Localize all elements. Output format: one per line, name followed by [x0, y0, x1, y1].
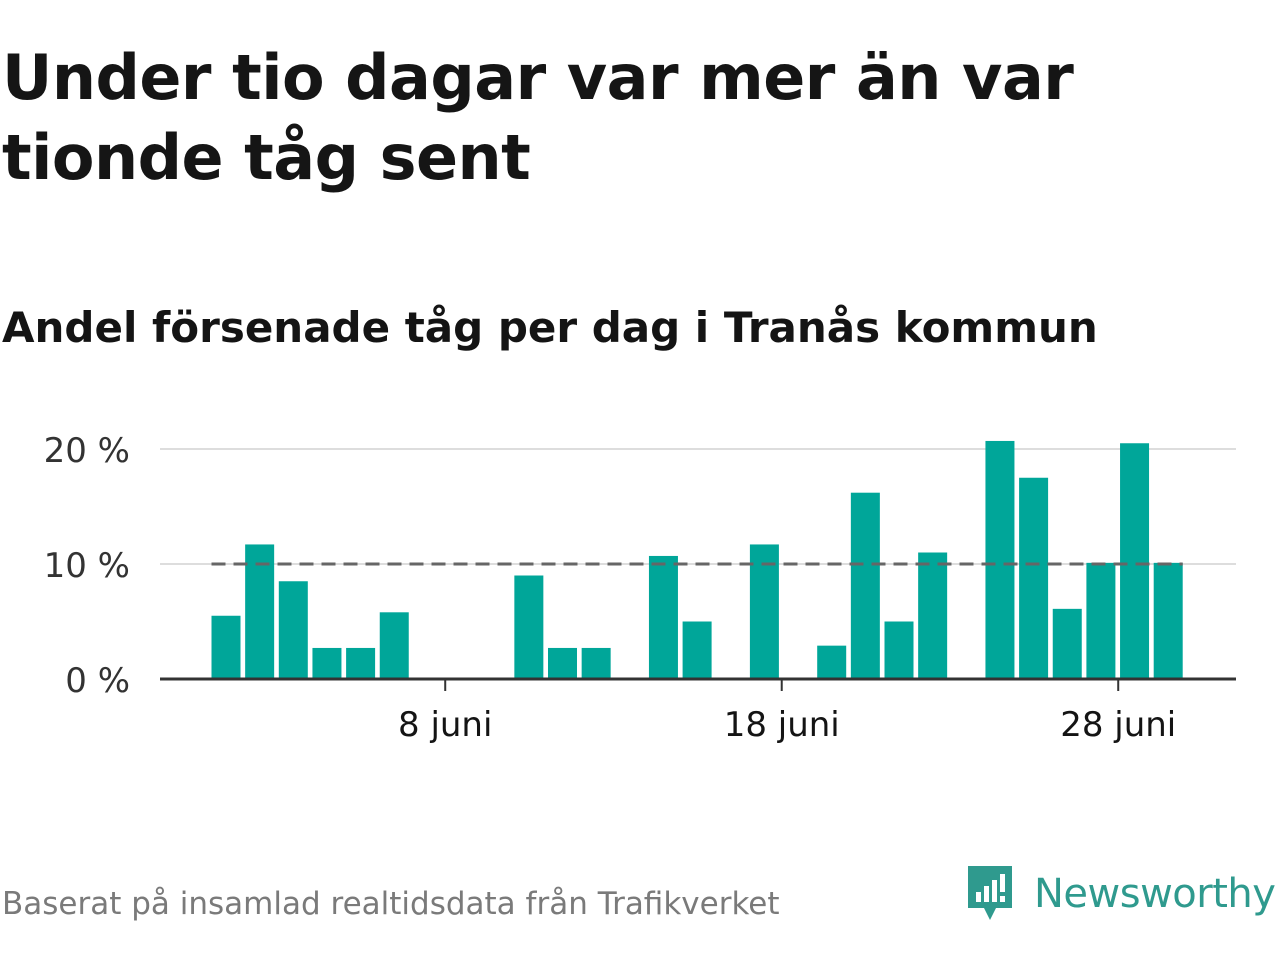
x-tick-label: 28 juni: [1060, 705, 1176, 745]
bar: [682, 621, 712, 679]
source-note: Baserat på insamlad realtidsdata från Tr…: [2, 886, 780, 922]
brand-name: Newsworthy: [1034, 871, 1276, 917]
y-tick-label: 0 %: [65, 661, 130, 701]
newsworthy-icon: [968, 866, 1012, 920]
bar: [749, 544, 779, 679]
bar: [850, 492, 880, 679]
bar: [1120, 443, 1150, 679]
bar: [918, 552, 948, 679]
bar: [514, 575, 544, 679]
bar: [884, 621, 914, 679]
bar: [985, 440, 1015, 679]
bar: [817, 645, 847, 679]
bar: [278, 581, 308, 679]
bar: [548, 647, 577, 679]
bar: [211, 615, 241, 679]
bar: [648, 555, 678, 679]
bar: [346, 647, 376, 679]
bar: [245, 544, 275, 679]
y-tick-label: 20 %: [44, 431, 130, 471]
brand-logo: Newsworthy: [964, 862, 1276, 926]
x-tick-label: 8 juni: [398, 705, 492, 745]
bar-chart: 0 % 10 % 20 % 8 juni 18 juni 28 juni: [44, 431, 1236, 745]
bar: [379, 612, 409, 679]
chart-title: Under tio dagar var mer än var tionde tå…: [2, 41, 1074, 194]
bar: [1052, 608, 1082, 679]
bar: [581, 647, 611, 679]
bar: [1086, 562, 1116, 679]
chart-subtitle: Andel försenade tåg per dag i Tranås kom…: [2, 303, 1098, 352]
y-tick-label: 10 %: [44, 546, 130, 586]
bar: [312, 647, 342, 679]
bar: [1019, 477, 1049, 679]
bar: [1153, 562, 1183, 679]
x-tick-label: 18 juni: [724, 705, 840, 745]
